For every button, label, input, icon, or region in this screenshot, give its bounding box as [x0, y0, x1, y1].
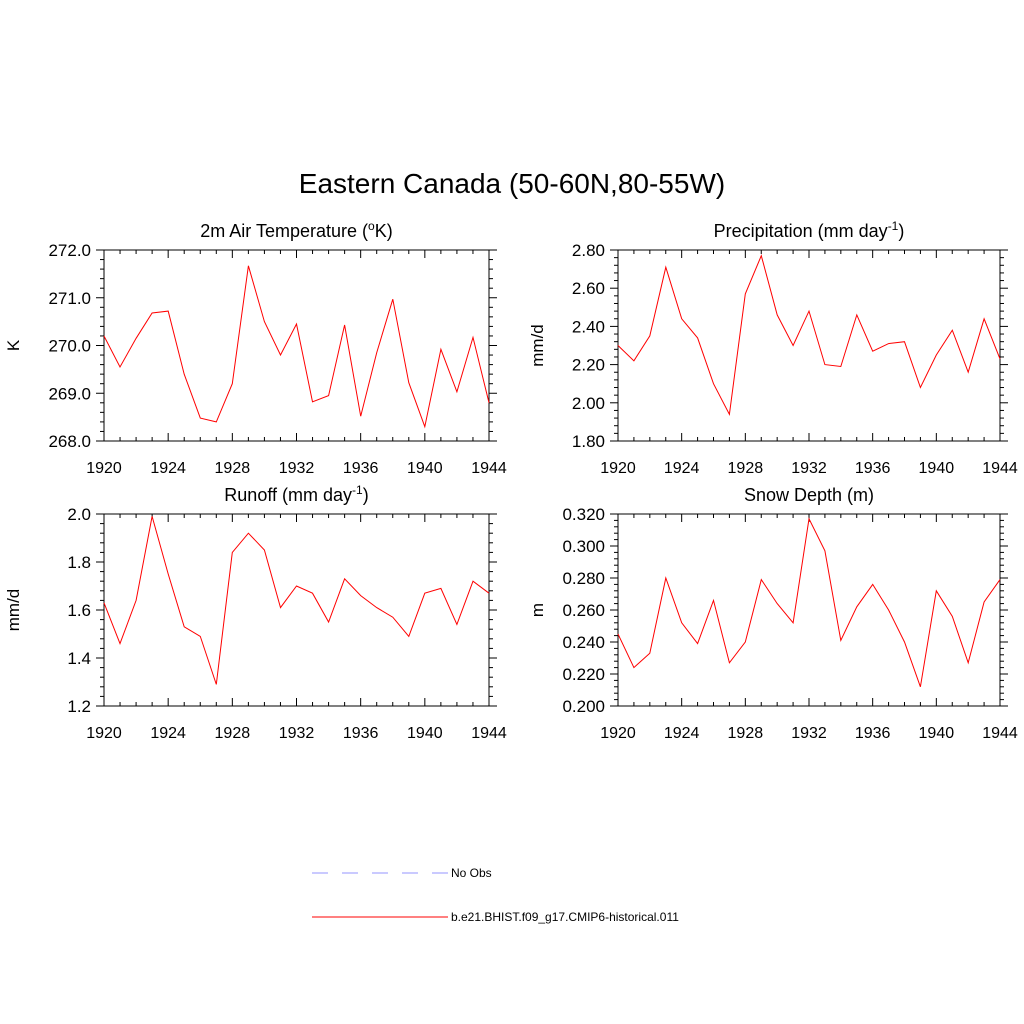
y-tick-label: 2.60: [572, 279, 605, 298]
plot-frame-snow-depth: [617, 513, 1001, 707]
x-tick-label: 1940: [919, 460, 955, 477]
y-tick-label: 1.8: [67, 553, 91, 572]
y-tick-label: 269.0: [48, 384, 91, 403]
y-tick-label: 2.00: [572, 394, 605, 413]
y-ticks-precipitation: 1.80 2.00 2.20 2.40 2.60 2.80: [572, 241, 1008, 451]
y-ticks-temperature: 268.0 269.0 270.0 271.0 272.0: [48, 241, 497, 451]
y-tick-label: 2.0: [67, 505, 91, 524]
panel-title-superscript: o: [368, 219, 375, 233]
y-tick-label: 0.240: [562, 633, 605, 652]
y-tick-label: 270.0: [48, 337, 91, 356]
panels-group: 1920 1924 1928 1932 1936 1940 1944 268.0 269.0 27…: [4, 219, 1018, 742]
y-tick-label: 0.220: [562, 665, 605, 684]
x-tick-label: 1924: [150, 725, 186, 742]
x-tick-label: 1932: [791, 460, 827, 477]
panel-title: Precipitation (mm day-1): [714, 219, 905, 241]
x-ticks-precipitation: 1920 1924 1928 1932 1936 1940 1944: [600, 250, 1018, 477]
x-tick-label: 1932: [279, 725, 315, 742]
x-tick-label: 1940: [407, 725, 443, 742]
x-tick-label: 1936: [855, 725, 891, 742]
legend: No Obs b.e21.BHIST.f09_g17.CMIP6-histori…: [312, 866, 679, 924]
x-tick-label: 1936: [343, 725, 379, 742]
y-tick-label: 0.280: [562, 569, 605, 588]
panel-title-suffix: ): [363, 485, 369, 505]
panel-runoff: 1920 1924 1928 1932 1936 1940 1944 1.2 1.4 1.6 1.8…: [4, 483, 507, 742]
x-tick-label: 1928: [728, 725, 764, 742]
panel-title: 2m Air Temperature (oK): [200, 219, 392, 241]
x-tick-label: 1924: [664, 725, 700, 742]
y-tick-label: 0.300: [562, 537, 605, 556]
x-tick-label: 1920: [86, 460, 122, 477]
x-tick-label: 1924: [664, 460, 700, 477]
x-tick-label: 1944: [471, 725, 507, 742]
series-line-snow-depth: [617, 517, 1001, 687]
y-axis-label: mm/d: [4, 589, 23, 632]
x-tick-label: 1936: [343, 460, 379, 477]
y-tick-label: 0.200: [562, 697, 605, 716]
x-tick-label: 1936: [855, 460, 891, 477]
y-tick-label: 1.80: [572, 432, 605, 451]
x-tick-label: 1940: [407, 460, 443, 477]
x-ticks-runoff: 1920 1924 1928 1932 1936 1940 1944: [86, 514, 507, 742]
series-line-temperature: [103, 265, 490, 429]
x-tick-label: 1932: [791, 725, 827, 742]
y-axis-label: K: [4, 339, 23, 351]
y-tick-label: 0.260: [562, 601, 605, 620]
x-ticks-temperature: 1920 1924 1928 1932 1936 1940 1944: [86, 250, 507, 477]
panel-title: Runoff (mm day-1): [224, 483, 368, 505]
x-tick-label: 1920: [600, 725, 636, 742]
x-tick-label: 1944: [471, 460, 507, 477]
y-tick-label: 2.20: [572, 356, 605, 375]
panel-temperature: 1920 1924 1928 1932 1936 1940 1944 268.0 269.0 27…: [4, 219, 507, 477]
x-tick-label: 1920: [600, 460, 636, 477]
y-tick-label: 272.0: [48, 241, 91, 260]
y-tick-label: 1.4: [67, 649, 91, 668]
panel-title-superscript: -1: [888, 219, 899, 233]
y-axis-label: mm/d: [528, 324, 547, 367]
y-tick-label: 2.80: [572, 241, 605, 260]
x-tick-label: 1924: [150, 460, 186, 477]
y-ticks-snow-depth: 0.200 0.220 0.240 0.260 0.280 0.300 0.320: [562, 505, 1008, 716]
y-tick-label: 1.2: [67, 697, 91, 716]
x-tick-label: 1928: [215, 460, 251, 477]
y-tick-label: 268.0: [48, 432, 91, 451]
plot-frame-temperature: [103, 249, 490, 442]
y-tick-label: 1.6: [67, 601, 91, 620]
x-tick-label: 1940: [919, 725, 955, 742]
legend-label-model: b.e21.BHIST.f09_g17.CMIP6-historical.011: [451, 910, 679, 924]
figure-title: Eastern Canada (50-60N,80-55W): [298, 168, 726, 199]
panel-snow-depth: 1920 1924 1928 1932 1936 1940 19440.2000.2200.…: [528, 485, 1018, 742]
panel-title: Snow Depth (m): [744, 485, 874, 505]
x-tick-label: 1928: [728, 460, 764, 477]
y-tick-label: 271.0: [48, 289, 91, 308]
x-tick-label: 1944: [982, 725, 1018, 742]
series-line-runoff: [103, 516, 490, 685]
panel-title-suffix: K): [375, 221, 393, 241]
y-ticks-runoff: 1.2 1.4 1.6 1.8 2.0: [67, 505, 497, 716]
y-tick-label: 2.40: [572, 317, 605, 336]
x-tick-label: 1928: [215, 725, 251, 742]
y-axis-label: m: [528, 603, 547, 617]
panel-title-suffix: ): [898, 221, 904, 241]
series-line-precipitation: [617, 254, 1001, 416]
x-tick-label: 1944: [982, 460, 1018, 477]
plot-frame-runoff: [103, 513, 490, 707]
panel-precipitation: 1920 1924 1928 1932 1936 1940 1944 1.80 2.00 2.20…: [528, 219, 1018, 477]
x-ticks-snow-depth: 1920 1924 1928 1932 1936 1940 1944: [600, 514, 1018, 742]
y-tick-label: 0.320: [562, 505, 605, 524]
panel-title-superscript: -1: [352, 483, 363, 497]
x-tick-label: 1920: [86, 725, 122, 742]
x-tick-label: 1932: [279, 460, 315, 477]
legend-label-obs: No Obs: [451, 866, 492, 880]
